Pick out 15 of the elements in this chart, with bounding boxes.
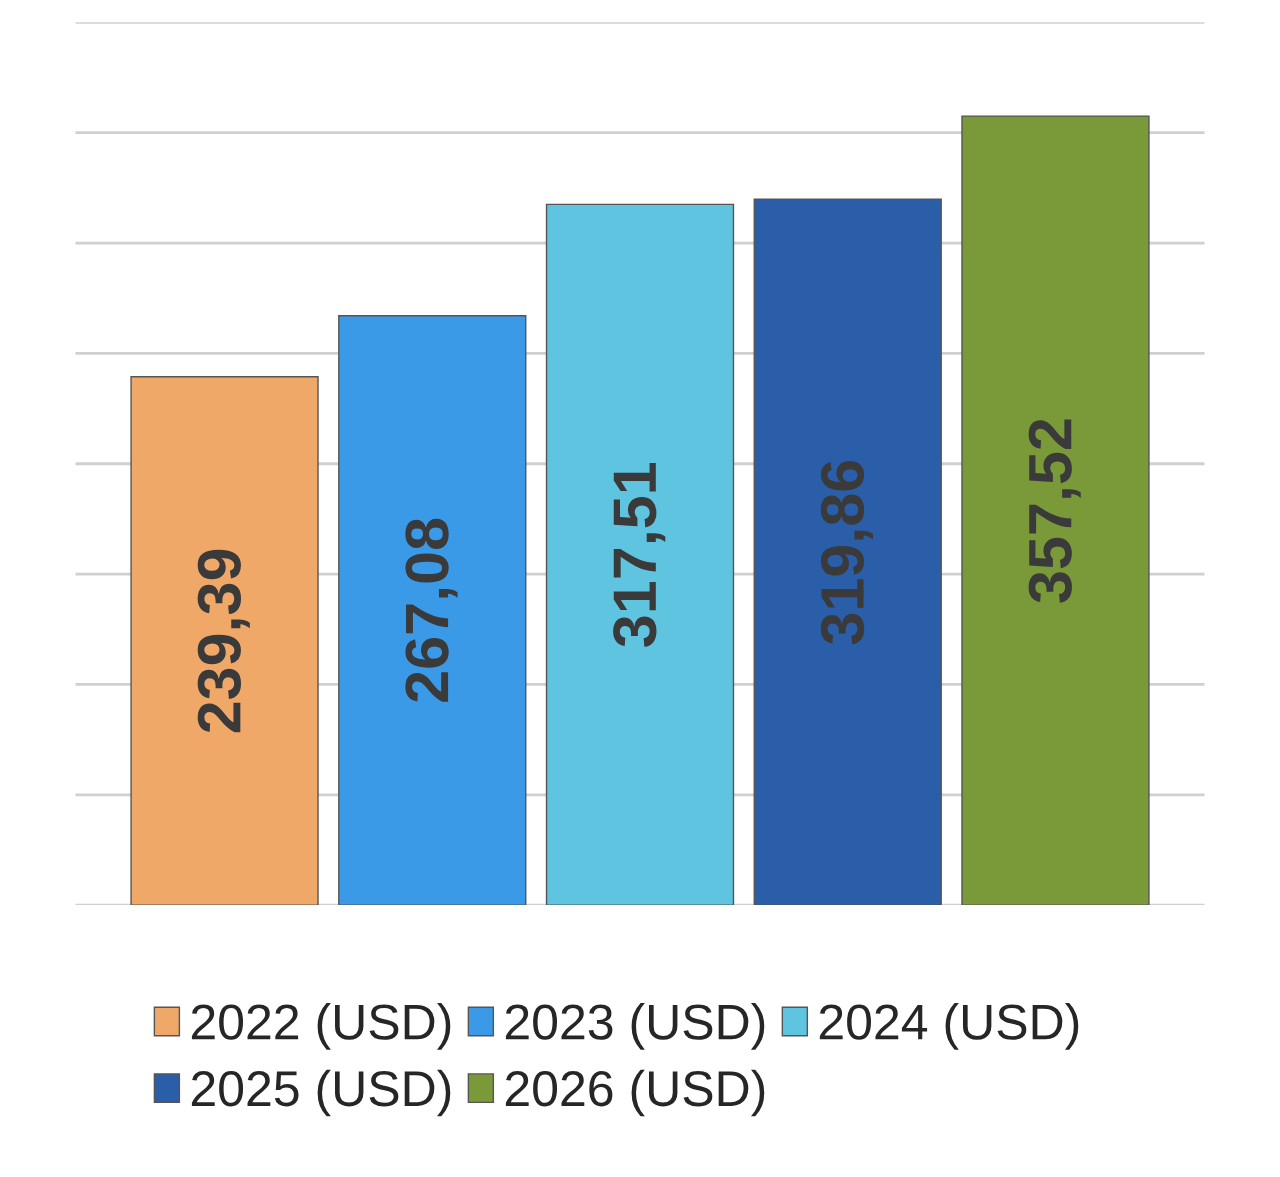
data-label: 317,51 bbox=[613, 463, 666, 647]
bar bbox=[545, 203, 735, 906]
legend-label: 2022 (USD) bbox=[191, 1003, 451, 1050]
data-label: 319,86 bbox=[820, 460, 873, 645]
data-label: 357,52 bbox=[1028, 419, 1081, 603]
legend-label: 2026 (USD) bbox=[505, 1069, 765, 1117]
bar bbox=[338, 315, 527, 906]
data-label: 239,39 bbox=[197, 549, 250, 733]
data-label: 267,08 bbox=[405, 518, 458, 702]
legend-label: 2024 (USD) bbox=[819, 1003, 1079, 1050]
legend-label: 2025 (USD) bbox=[191, 1069, 451, 1117]
bar bbox=[753, 198, 942, 906]
legend-label: 2023 (USD) bbox=[505, 1003, 765, 1050]
bar bbox=[961, 115, 1150, 906]
bar bbox=[130, 376, 319, 906]
